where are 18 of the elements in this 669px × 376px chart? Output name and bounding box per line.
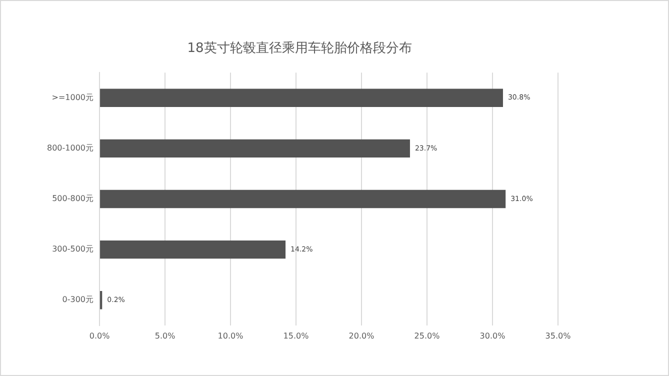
x-tick-label: 20.0% bbox=[348, 331, 375, 340]
y-tick-label: >=1000元 bbox=[52, 92, 94, 102]
chart-title: 18英寸轮毂直径乘用车轮胎价格段分布 bbox=[187, 41, 412, 56]
x-tick-label: 25.0% bbox=[414, 331, 440, 340]
y-tick-label: 300-500元 bbox=[52, 244, 94, 254]
bar bbox=[100, 88, 503, 107]
x-tick-label: 35.0% bbox=[545, 331, 572, 340]
y-tick-label: 0-300元 bbox=[62, 295, 94, 304]
x-tick-label: 0.0% bbox=[89, 331, 110, 340]
bar bbox=[100, 139, 410, 158]
x-tick-label: 30.0% bbox=[480, 331, 506, 340]
x-tick-label: 15.0% bbox=[283, 331, 310, 340]
bar bbox=[100, 190, 506, 208]
x-tick-label: 10.0% bbox=[218, 331, 244, 340]
y-tick-label: 500-800元 bbox=[52, 194, 94, 204]
y-tick-label: 800-1000元 bbox=[47, 144, 94, 153]
x-tick-label: 5.0% bbox=[154, 331, 176, 340]
bar bbox=[100, 240, 286, 259]
